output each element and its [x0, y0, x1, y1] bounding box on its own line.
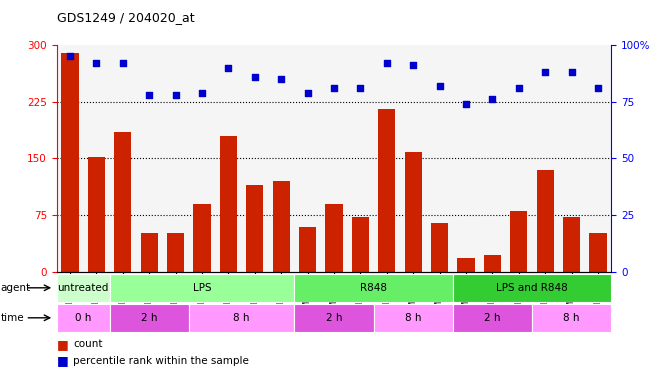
Text: untreated: untreated	[57, 283, 109, 293]
Text: ■: ■	[57, 354, 69, 367]
Text: agent: agent	[1, 283, 31, 293]
Point	[118, 60, 128, 66]
Point	[540, 69, 550, 75]
Bar	[220, 136, 237, 272]
Text: 2 h: 2 h	[484, 313, 500, 323]
Bar	[273, 181, 290, 272]
Point	[514, 85, 524, 91]
Bar	[453, 274, 611, 302]
Point	[487, 96, 498, 102]
Point	[170, 92, 181, 98]
Bar	[110, 274, 295, 302]
Bar	[563, 217, 580, 272]
Bar	[61, 53, 79, 272]
Text: ■: ■	[57, 338, 69, 351]
Point	[144, 92, 154, 98]
Bar	[57, 304, 110, 332]
Point	[381, 60, 392, 66]
Point	[91, 60, 102, 66]
Text: 8 h: 8 h	[563, 313, 580, 323]
Text: LPS and R848: LPS and R848	[496, 283, 568, 293]
Bar	[299, 226, 316, 272]
Bar	[536, 170, 554, 272]
Bar	[532, 304, 611, 332]
Bar	[189, 304, 295, 332]
Bar	[246, 185, 263, 272]
Point	[593, 85, 603, 91]
Point	[329, 85, 339, 91]
Point	[223, 64, 234, 70]
Text: 2 h: 2 h	[326, 313, 342, 323]
Bar	[453, 304, 532, 332]
Text: R848: R848	[360, 283, 387, 293]
Bar	[167, 232, 184, 272]
Bar	[589, 232, 607, 272]
Bar	[373, 304, 453, 332]
Point	[566, 69, 577, 75]
Bar	[140, 232, 158, 272]
Bar	[458, 258, 474, 272]
Text: count: count	[73, 339, 103, 349]
Text: percentile rank within the sample: percentile rank within the sample	[73, 356, 249, 366]
Text: LPS: LPS	[192, 283, 211, 293]
Bar	[110, 304, 189, 332]
Point	[408, 62, 419, 68]
Point	[355, 85, 366, 91]
Text: 2 h: 2 h	[141, 313, 158, 323]
Point	[434, 83, 445, 89]
Bar	[57, 274, 110, 302]
Bar	[405, 152, 422, 272]
Text: time: time	[1, 313, 24, 323]
Point	[302, 90, 313, 96]
Point	[249, 74, 260, 80]
Point	[65, 53, 75, 59]
Bar	[88, 157, 105, 272]
Text: GDS1249 / 204020_at: GDS1249 / 204020_at	[57, 11, 194, 24]
Bar	[295, 304, 373, 332]
Text: 8 h: 8 h	[405, 313, 422, 323]
Text: 0 h: 0 h	[75, 313, 92, 323]
Point	[276, 76, 287, 82]
Bar	[325, 204, 343, 272]
Bar	[295, 274, 453, 302]
Bar	[194, 204, 210, 272]
Bar	[510, 211, 528, 272]
Text: 8 h: 8 h	[233, 313, 250, 323]
Point	[196, 90, 207, 96]
Bar	[484, 255, 501, 272]
Bar	[431, 223, 448, 272]
Bar	[378, 109, 395, 272]
Point	[461, 101, 472, 107]
Bar	[352, 217, 369, 272]
Bar	[114, 132, 132, 272]
